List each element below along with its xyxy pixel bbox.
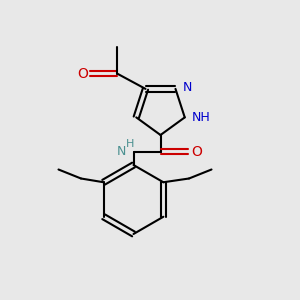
Text: NH: NH <box>192 111 211 124</box>
Text: O: O <box>191 145 202 158</box>
Text: N: N <box>117 145 126 158</box>
Text: N: N <box>183 81 192 94</box>
Text: O: O <box>77 67 88 80</box>
Text: H: H <box>126 139 135 149</box>
